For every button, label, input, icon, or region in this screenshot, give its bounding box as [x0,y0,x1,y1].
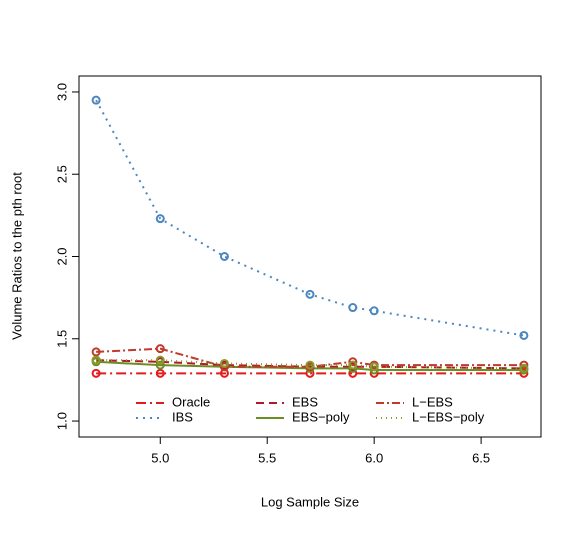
legend-label: L−EBS [412,394,453,409]
series-line [96,347,524,368]
x-tick-label: 5.5 [258,450,276,465]
point [369,306,379,316]
x-tick-label: 6.0 [365,450,383,465]
point [155,355,165,365]
point [369,365,379,375]
point [348,357,358,367]
point [155,214,165,224]
plot-box [78,75,542,438]
legend-label: L−EBS−poly [412,409,485,424]
point [91,95,101,105]
point [519,363,529,373]
point [155,360,165,370]
y-tick-label: 2.5 [54,165,69,183]
legend-label: Oracle [172,394,210,409]
point [91,355,101,365]
point [91,368,101,378]
y-axis-label: Volume Ratios to the pth root [9,172,24,340]
legend-label: IBS [172,409,193,424]
point [369,362,379,372]
point [348,303,358,313]
point [348,360,358,370]
y-tick-label: 2.0 [54,247,69,265]
legend-label: EBS [292,394,318,409]
x-axis-label: Log Sample Size [261,494,359,509]
point [91,347,101,357]
point [519,330,529,340]
y-tick-label: 1.0 [54,412,69,430]
y-tick-label: 1.5 [54,330,69,348]
series-line [95,99,525,337]
x-tick-label: 5.0 [151,450,169,465]
point [305,289,315,299]
legend-label: EBS−poly [292,409,350,424]
point [219,362,229,372]
point [219,358,229,368]
point [155,368,165,378]
point [155,344,165,354]
point [305,360,315,370]
point [519,360,529,370]
x-tick-label: 6.5 [472,450,490,465]
point [219,252,229,261]
y-tick-label: 3.0 [54,83,69,101]
